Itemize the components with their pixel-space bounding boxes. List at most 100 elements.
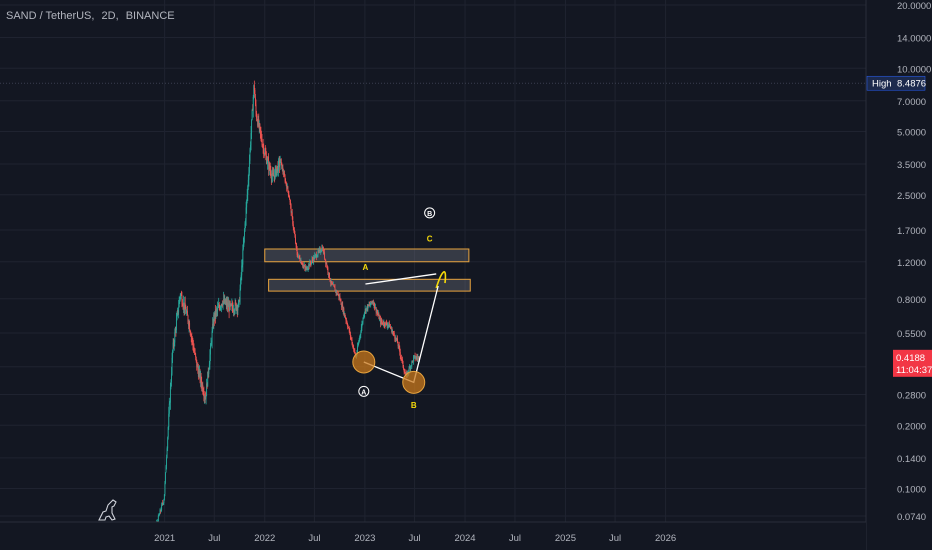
candle-body [327, 272, 329, 275]
candle-body [331, 283, 333, 285]
candle-body [207, 371, 209, 374]
candle-body [409, 367, 411, 369]
candle-body [399, 347, 401, 353]
candle-body [289, 199, 291, 202]
candle-body [252, 97, 254, 111]
candle-body [381, 320, 383, 323]
high-badge-value: 8.4876 [897, 79, 926, 90]
candle-body [268, 163, 270, 170]
candle-body [173, 342, 175, 345]
candle-body [371, 302, 373, 304]
price-tick-label: 2.5000 [897, 191, 926, 202]
candle-body [337, 294, 339, 296]
candle-body [281, 167, 283, 169]
candle-body [241, 265, 243, 276]
candle-body [196, 365, 198, 368]
candle-body [291, 212, 293, 217]
candle-body [258, 123, 260, 127]
candle-body [171, 373, 172, 382]
price-tick-label: 0.1000 [897, 485, 926, 496]
candle-body [328, 272, 330, 275]
candle-body [237, 306, 239, 311]
candle-body [179, 297, 181, 301]
candle-body [279, 162, 281, 166]
candle-body [298, 255, 300, 257]
candle-body [179, 295, 181, 298]
candle-body [200, 375, 202, 381]
candle-body [166, 457, 168, 467]
candle-body [292, 216, 294, 225]
candle-body [198, 371, 200, 377]
candle-body [247, 186, 249, 195]
candle-body [403, 366, 405, 370]
candle-body [359, 334, 361, 337]
candle-body [379, 318, 381, 319]
candle-body [224, 299, 226, 303]
wave-label-circled-a: A [361, 389, 366, 396]
candle-body [397, 338, 398, 344]
candle-body [232, 307, 234, 312]
candle-body [269, 169, 271, 172]
candle-body [158, 515, 160, 517]
candle-body [159, 510, 161, 515]
candle-body [413, 355, 415, 358]
candle-body [169, 402, 171, 404]
price-tick-label: 3.5000 [897, 160, 926, 171]
candle-body [393, 332, 395, 334]
candle-body [400, 355, 402, 358]
candle-body [410, 365, 412, 367]
candle-body [263, 146, 265, 155]
candle-body [410, 365, 412, 370]
candle-body [257, 118, 259, 126]
candle-body [375, 307, 377, 309]
candle-body [242, 244, 244, 250]
candle-body [183, 302, 185, 307]
candle-body [186, 311, 188, 313]
candle-body [236, 306, 238, 310]
candle-body [273, 174, 274, 177]
candle-body [192, 339, 194, 345]
candle-body [363, 317, 364, 319]
candle-body [388, 322, 390, 328]
candle-body [160, 509, 162, 512]
candle-body [166, 448, 168, 458]
candle-body [227, 303, 229, 308]
candle-body [366, 306, 368, 310]
candle-body [160, 510, 161, 512]
candle-body [165, 472, 166, 483]
candle-body [299, 257, 301, 261]
candle-body [336, 291, 338, 295]
candle-body [303, 265, 305, 267]
candle-body [275, 167, 277, 175]
candle-body [208, 364, 210, 370]
candle-body [227, 303, 228, 307]
candle-body [346, 320, 347, 322]
candle-body [231, 304, 233, 306]
candle-body [351, 338, 352, 340]
candle-body [324, 258, 326, 260]
candle-body [373, 302, 375, 305]
candle-body [301, 264, 303, 266]
candle-body [239, 299, 240, 302]
candle-body [411, 361, 413, 366]
candle-body [374, 307, 376, 309]
candle-body [365, 308, 367, 312]
candle-body [219, 307, 221, 310]
time-tick-label: Jul [609, 533, 621, 544]
candle-body [408, 367, 410, 372]
price-tick-label: 20.0000 [897, 1, 931, 12]
candle-body [202, 391, 204, 394]
price-tick-label: 0.2800 [897, 391, 926, 402]
candle-body [243, 236, 245, 245]
candle-body [300, 261, 302, 263]
candle-body [357, 345, 359, 347]
candle-body [385, 322, 387, 324]
candle-body [332, 283, 334, 285]
candle-body [246, 194, 248, 201]
candle-body [353, 349, 355, 351]
candle-body [276, 169, 278, 175]
candle-body [220, 307, 222, 308]
